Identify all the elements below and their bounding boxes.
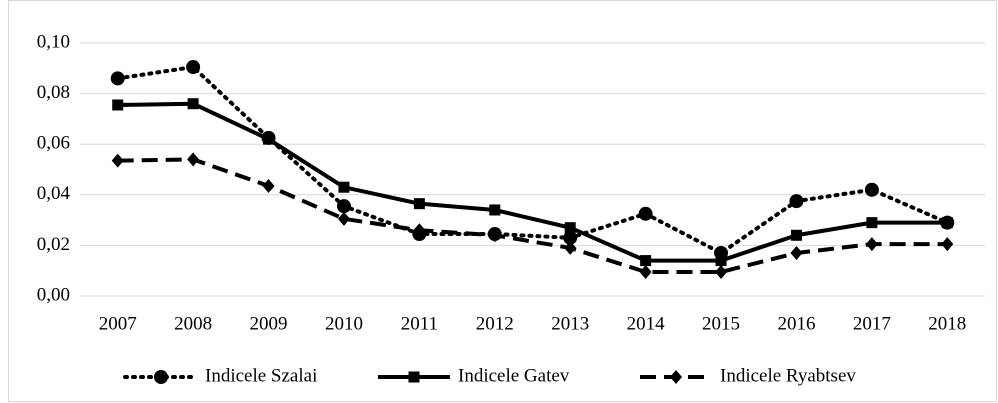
y-tick-label: 0,06: [37, 133, 70, 154]
x-tick-label: 2017: [853, 313, 891, 334]
marker: [154, 370, 168, 384]
y-tick-label: 0,04: [37, 183, 71, 204]
marker: [110, 71, 125, 86]
x-tick-label: 2007: [99, 313, 137, 334]
marker: [789, 194, 804, 209]
marker: [864, 182, 879, 197]
marker: [489, 204, 501, 216]
series-line: [117, 157, 948, 274]
marker: [866, 217, 878, 229]
marker: [413, 198, 425, 210]
chart-frame: [8, 0, 997, 402]
x-tick-label: 2009: [250, 313, 288, 334]
x-tick-label: 2012: [476, 313, 514, 334]
legend-label: Indicele Ryabtsev: [720, 365, 856, 386]
marker: [263, 133, 275, 145]
marker: [112, 99, 124, 111]
x-tick-label: 2018: [928, 313, 966, 334]
marker: [670, 370, 682, 384]
y-tick-label: 0,00: [37, 284, 70, 305]
x-tick-label: 2013: [551, 313, 589, 334]
x-tick-label: 2011: [401, 313, 438, 334]
series-line: [117, 101, 948, 263]
marker: [790, 229, 802, 241]
marker: [941, 217, 953, 229]
series-line: [115, 65, 950, 255]
y-tick-label: 0,10: [37, 31, 70, 52]
y-tick-label: 0,08: [37, 82, 70, 103]
marker: [408, 371, 420, 383]
marker: [187, 98, 199, 110]
marker: [488, 228, 501, 243]
marker: [638, 206, 653, 221]
marker: [413, 223, 426, 238]
legend-label: Indicele Gatev: [458, 365, 570, 386]
marker: [790, 245, 803, 260]
x-tick-label: 2008: [174, 313, 212, 334]
marker: [865, 237, 878, 252]
y-tick-label: 0,02: [37, 234, 70, 255]
marker: [337, 211, 350, 226]
marker: [715, 264, 728, 279]
marker: [715, 255, 727, 267]
marker: [563, 230, 578, 245]
marker: [639, 264, 652, 279]
marker: [564, 222, 576, 234]
marker: [640, 255, 652, 267]
legend-label: Indicele Szalai: [205, 365, 317, 386]
marker: [262, 178, 275, 193]
x-tick-label: 2016: [777, 313, 815, 334]
x-tick-label: 2010: [325, 313, 363, 334]
marker: [111, 153, 124, 168]
marker: [186, 60, 201, 75]
x-tick-label: 2015: [702, 313, 740, 334]
marker: [564, 240, 577, 255]
marker: [338, 181, 350, 193]
marker: [187, 152, 200, 167]
marker: [941, 237, 954, 252]
x-tick-label: 2014: [627, 313, 666, 334]
marker: [336, 199, 351, 214]
